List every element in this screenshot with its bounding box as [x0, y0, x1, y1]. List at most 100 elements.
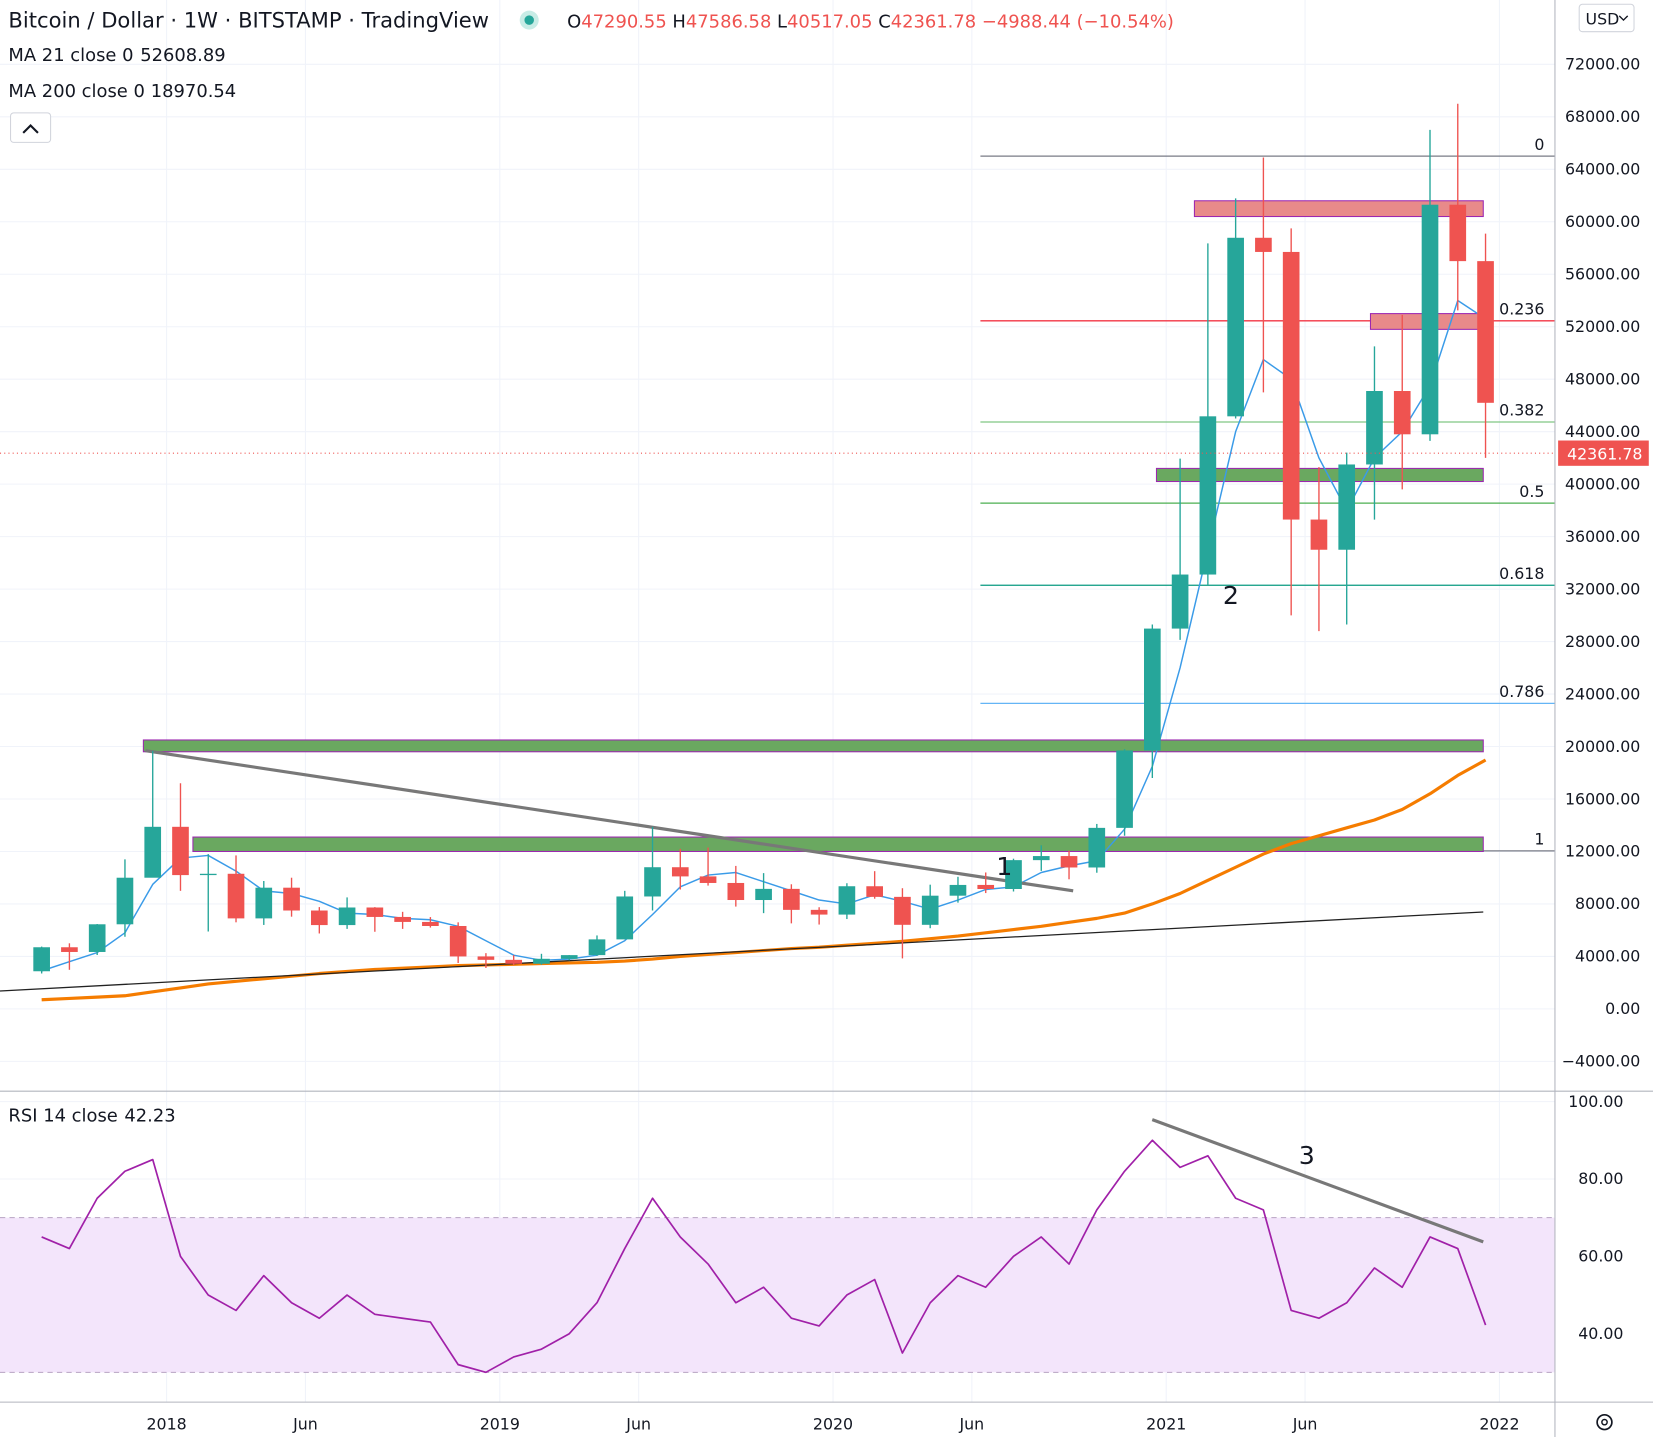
- candle-body: [88, 924, 106, 952]
- candle-body: [644, 867, 661, 897]
- y-tick-label: 40.00: [1578, 1324, 1623, 1343]
- candle-body: [1199, 416, 1217, 575]
- zone: [1193, 200, 1484, 218]
- last-price-label: 42361.78: [1567, 444, 1642, 463]
- candle-body: [422, 921, 439, 926]
- candle-body: [1088, 827, 1106, 868]
- candle-body: [1282, 251, 1300, 520]
- candle-layer: [0, 103, 1555, 974]
- change: −4988.44 (−10.54%): [982, 11, 1174, 32]
- fib-label: 0.236: [1499, 299, 1544, 318]
- candle-body: [783, 888, 800, 910]
- y-tick-label: 60000.00: [1565, 212, 1640, 231]
- candle-body: [949, 884, 967, 896]
- ohlc-header: O47290.55 H47586.58 L40517.05 C42361.78 …: [567, 11, 1174, 32]
- y-tick-label: 4000.00: [1575, 947, 1640, 966]
- currency-label: USD: [1586, 9, 1620, 28]
- fib-label: 1: [1534, 829, 1544, 848]
- candle-body: [449, 925, 467, 957]
- candle-body: [366, 907, 384, 917]
- x-tick-label: 2021: [1146, 1415, 1186, 1434]
- y-tick-label: 52000.00: [1565, 317, 1640, 336]
- candle-body: [755, 888, 772, 901]
- x-tick-label: 2018: [147, 1415, 187, 1434]
- ohlc-label: C: [878, 11, 891, 32]
- chevron-icon: [22, 124, 39, 134]
- y-tick-label: 36000.00: [1565, 527, 1640, 546]
- ma21-value: 52608.89: [140, 45, 225, 66]
- candle-body: [144, 826, 162, 878]
- candle-body: [116, 877, 134, 925]
- zone: [192, 836, 1484, 853]
- ohlc-label: O: [567, 11, 581, 32]
- y-tick-label: −4000.00: [1562, 1052, 1641, 1071]
- x-tick-label: Jun: [625, 1415, 651, 1434]
- y-tick-label: 16000.00: [1565, 789, 1640, 808]
- y-tick-label: 28000.00: [1565, 632, 1640, 651]
- y-tick-label: 48000.00: [1565, 369, 1640, 388]
- candle-body: [838, 886, 856, 915]
- candle-body: [1116, 750, 1133, 828]
- trend-line: [145, 749, 1074, 893]
- candle-body: [671, 867, 689, 877]
- currency-button[interactable]: [1578, 3, 1635, 33]
- y-tick-label: 24000.00: [1565, 684, 1640, 703]
- ma200-value: 18970.54: [151, 81, 236, 102]
- fib-label: 0.382: [1499, 401, 1544, 420]
- rsi-trend-line: [1151, 1118, 1484, 1244]
- ohlc-value: 42361.78: [891, 11, 976, 32]
- candle-body: [1310, 519, 1328, 550]
- candle-body: [1171, 574, 1189, 629]
- candle-body: [199, 873, 217, 876]
- y-tick-label: 32000.00: [1565, 579, 1640, 598]
- fib-label: 0.5: [1519, 482, 1544, 501]
- candle-body: [810, 909, 828, 915]
- x-tick-label: 2020: [813, 1415, 853, 1434]
- candle-body: [1032, 856, 1050, 861]
- candle-body: [560, 955, 578, 959]
- candle-body: [1477, 261, 1494, 403]
- candle-body: [1421, 204, 1439, 435]
- y-tick-label: 56000.00: [1565, 265, 1640, 284]
- annotation: 1: [996, 852, 1012, 881]
- y-tick-label: 72000.00: [1565, 55, 1640, 74]
- candle-body: [338, 907, 356, 926]
- candle-body: [172, 826, 189, 876]
- y-tick-label: 20000.00: [1565, 737, 1640, 756]
- y-tick-label: 60.00: [1578, 1247, 1623, 1266]
- support-line: [0, 911, 1484, 992]
- settings-icon[interactable]: [1596, 1413, 1613, 1431]
- candle-body: [894, 896, 911, 925]
- settings-icon-core: [1601, 1418, 1608, 1426]
- candle-body: [1449, 204, 1467, 262]
- y-tick-label: 44000.00: [1565, 422, 1640, 441]
- candle-body: [255, 887, 273, 919]
- ma21-legend: MA 21 close 0: [8, 45, 133, 66]
- candle-body: [1005, 860, 1022, 889]
- candle-body: [616, 896, 634, 940]
- symbol-title: Bitcoin / Dollar · 1W · BITSTAMP · Tradi…: [8, 7, 489, 32]
- candle-body: [1338, 464, 1356, 550]
- candle-body: [1060, 856, 1078, 868]
- candle-body: [33, 947, 50, 972]
- candle-body: [477, 956, 495, 960]
- candle-body: [699, 876, 717, 883]
- collapse-button[interactable]: [10, 112, 52, 143]
- rsi-line: [41, 1139, 1487, 1374]
- y-tick-label: 100.00: [1568, 1092, 1623, 1111]
- candle-body: [1366, 391, 1383, 465]
- y-tick-label: 80.00: [1578, 1169, 1623, 1188]
- fib-label: 0.618: [1499, 564, 1544, 583]
- candle-body: [727, 882, 745, 901]
- annotation: 3: [1299, 1141, 1315, 1170]
- ohlc-value: 47290.55: [581, 11, 666, 32]
- candle-body: [1393, 391, 1411, 435]
- candle-body: [394, 916, 411, 922]
- candle-body: [61, 947, 78, 952]
- candle-body: [227, 873, 245, 919]
- x-tick-label: 2019: [480, 1415, 520, 1434]
- y-tick-label: 8000.00: [1575, 894, 1640, 913]
